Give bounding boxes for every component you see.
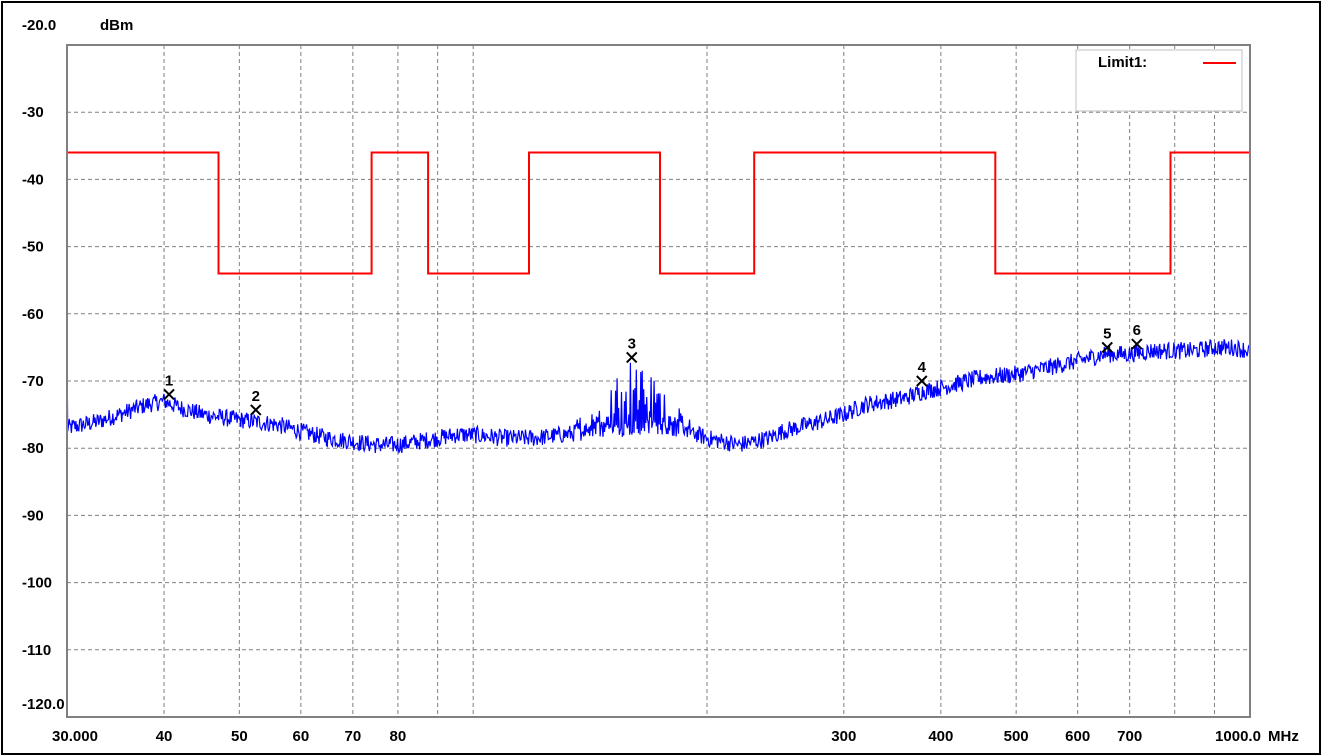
plot-border (66, 44, 1251, 718)
marker-cross (250, 404, 262, 416)
marker-cross (1101, 341, 1113, 354)
marker-6: 6 (1131, 322, 1143, 350)
x-tick-label: 80 (390, 728, 407, 745)
marker-2: 2 (250, 388, 262, 416)
marker-1: 1 (163, 372, 175, 401)
limit-line (67, 151, 1250, 275)
y-tick-label: -100 (22, 575, 52, 592)
y-axis-unit-label: dBm (100, 17, 133, 34)
y-tick-label: -60 (22, 306, 44, 323)
x-tick-label: 400 (928, 728, 953, 745)
x-tick-label: 600 (1065, 728, 1090, 745)
marker-label: 4 (918, 359, 927, 376)
marker-3: 3 (626, 335, 638, 364)
y-tick-label: -40 (22, 171, 44, 188)
x-tick-label: 30.000 (52, 728, 98, 745)
legend: Limit1: (1075, 49, 1243, 112)
marker-4: 4 (916, 359, 928, 387)
x-tick-label: 300 (831, 728, 856, 745)
marker-label: 5 (1103, 325, 1111, 342)
x-tick-label: 60 (293, 728, 310, 745)
x-tick-label: 50 (231, 728, 248, 745)
y-tick-label: -90 (22, 507, 44, 524)
marker-label: 6 (1133, 322, 1141, 339)
marker-5: 5 (1101, 325, 1113, 354)
measurement-trace (66, 338, 1251, 454)
axis-labels: -20.0 -30 -40 -50 -60 -70 -80 -90 -100 -110 -120.0… (22, 17, 1261, 745)
x-tick-label: 70 (345, 728, 362, 745)
marker-cross (1131, 338, 1143, 350)
marker-label: 3 (628, 335, 636, 352)
marker-cross (916, 375, 928, 387)
marker-cross (163, 388, 175, 401)
y-tick-label: -80 (22, 440, 44, 457)
limit-line-layer (67, 151, 1250, 275)
marker-label: 1 (165, 372, 173, 389)
y-tick-label: -20.0 (22, 17, 56, 34)
legend-box (1075, 49, 1243, 112)
x-tick-label: 700 (1117, 728, 1142, 745)
y-tick-label: -50 (22, 239, 44, 256)
y-tick-label: -30 (22, 104, 44, 121)
x-tick-label: 40 (156, 728, 173, 745)
trace-layer (66, 338, 1251, 454)
y-tick-label: -110 (22, 642, 51, 659)
x-tick-label: 1000.0 (1215, 728, 1261, 745)
marker-layer: 1 2 3 4 5 6 (163, 322, 1143, 416)
x-axis-unit-label: MHz (1268, 728, 1299, 745)
legend-label-limit1: Limit1: (1098, 54, 1147, 71)
y-tick-label: -70 (22, 373, 44, 390)
y-tick-label: -120.0 (22, 696, 65, 713)
marker-label: 2 (252, 388, 260, 405)
marker-cross (626, 351, 638, 364)
x-tick-label: 500 (1004, 728, 1029, 745)
